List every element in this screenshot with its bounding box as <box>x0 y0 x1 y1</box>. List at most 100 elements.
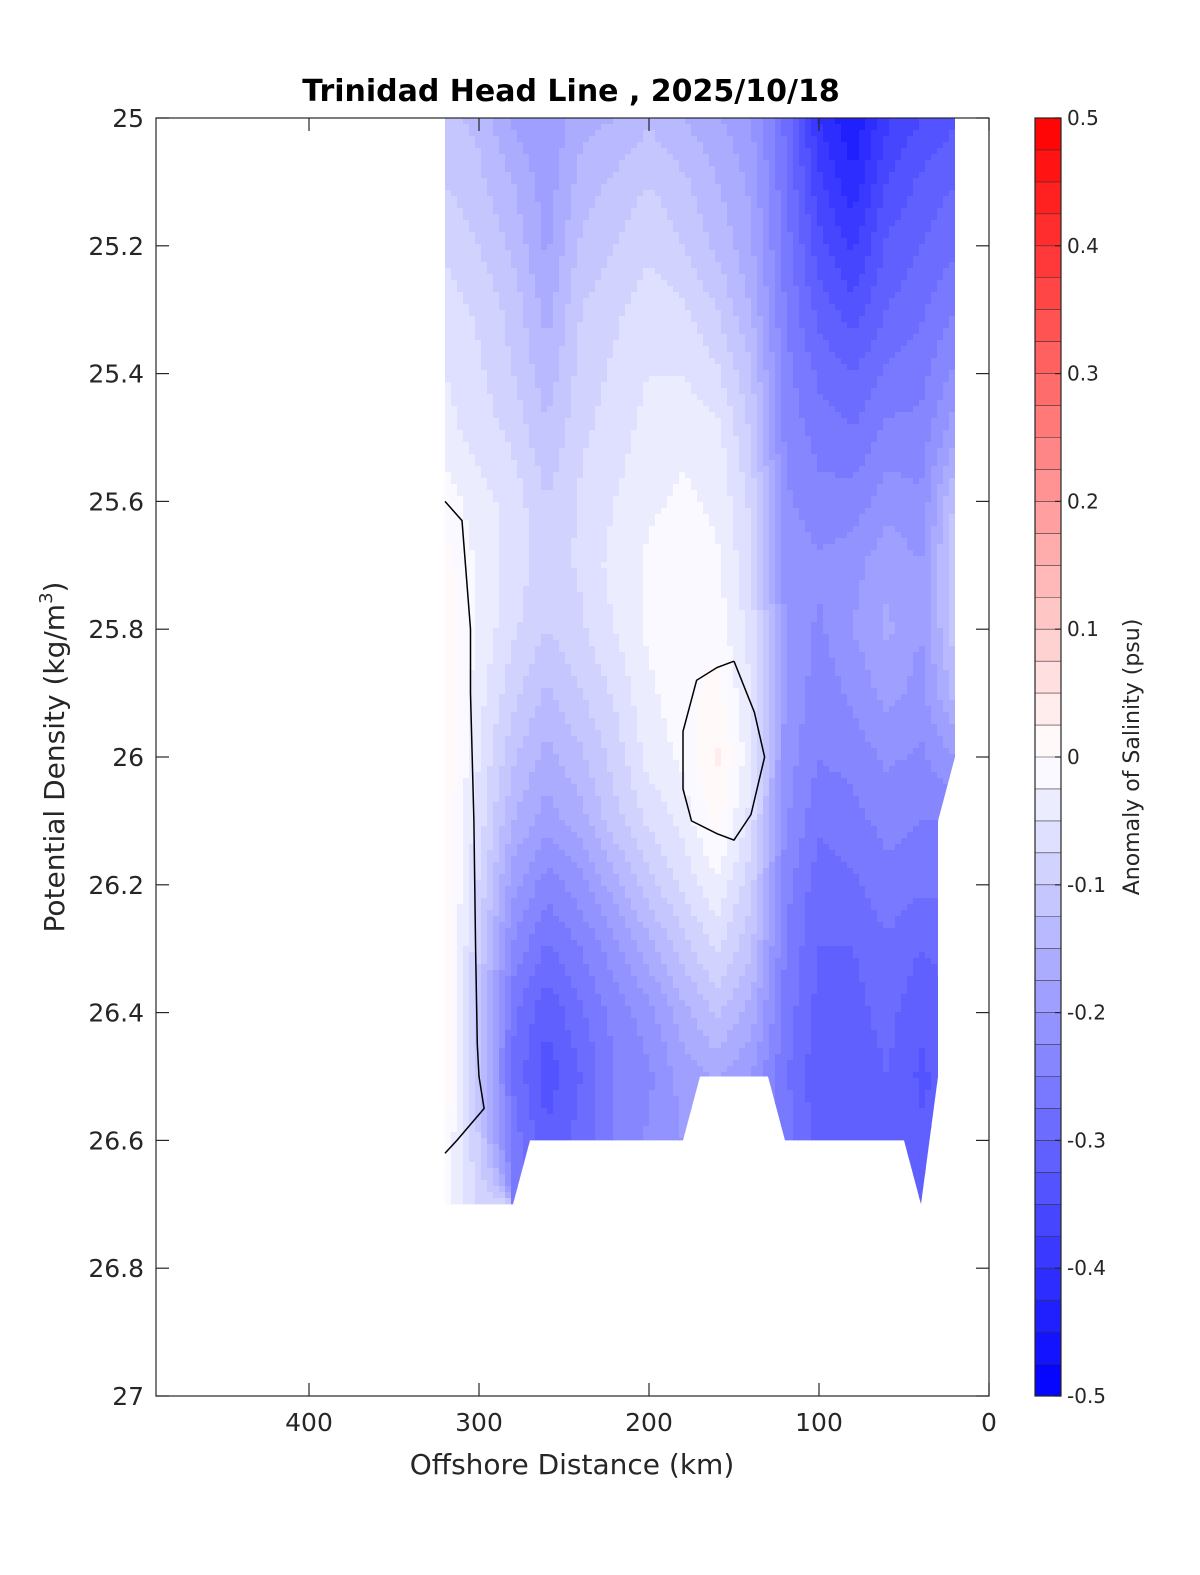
heatmap-cell <box>919 376 926 383</box>
heatmap-cell <box>529 208 536 215</box>
heatmap-cell <box>685 340 692 347</box>
heatmap-cell <box>517 196 524 203</box>
heatmap-cell <box>499 178 506 185</box>
heatmap-cell <box>655 274 662 281</box>
heatmap-cell <box>517 424 524 431</box>
heatmap-cell <box>865 448 872 455</box>
heatmap-cell <box>919 454 926 461</box>
heatmap-cell <box>865 364 872 371</box>
heatmap-cell <box>559 430 566 437</box>
heatmap-cell <box>583 418 590 425</box>
heatmap-cell <box>877 310 884 317</box>
heatmap-cell <box>571 184 578 191</box>
heatmap-cell <box>583 148 590 155</box>
heatmap-cell <box>775 382 782 389</box>
heatmap-cell <box>769 334 776 341</box>
heatmap-cell <box>901 352 908 359</box>
heatmap-cell <box>475 250 482 257</box>
heatmap-cell <box>751 382 758 389</box>
heatmap-cell <box>529 160 536 167</box>
heatmap-cell <box>535 352 542 359</box>
heatmap-cell <box>583 274 590 281</box>
heatmap-cell <box>535 364 542 371</box>
heatmap-cell <box>481 418 488 425</box>
heatmap-cell <box>769 328 776 335</box>
heatmap-cell <box>787 244 794 251</box>
heatmap-cell <box>733 190 740 197</box>
heatmap-cell <box>805 334 812 341</box>
heatmap-cell <box>529 238 536 245</box>
heatmap-cell <box>727 430 734 437</box>
heatmap-cell <box>679 196 686 203</box>
heatmap-cell <box>841 412 848 419</box>
heatmap-cell <box>739 178 746 185</box>
heatmap-cell <box>691 412 698 419</box>
heatmap-cell <box>457 274 464 281</box>
heatmap-cell <box>589 274 596 281</box>
heatmap-cell <box>745 274 752 281</box>
heatmap-cell <box>793 442 800 449</box>
heatmap-cell <box>877 184 884 191</box>
heatmap-cell <box>787 130 794 137</box>
heatmap-cell <box>673 274 680 281</box>
heatmap-cell <box>547 178 554 185</box>
heatmap-cell <box>463 358 470 365</box>
heatmap-cell <box>589 214 596 221</box>
heatmap-cell <box>793 310 800 317</box>
heatmap-cell <box>463 124 470 131</box>
heatmap-cell <box>901 208 908 215</box>
heatmap-cell <box>805 406 812 413</box>
heatmap-cell <box>853 130 860 137</box>
heatmap-cell <box>709 256 716 263</box>
heatmap-cell <box>445 352 452 359</box>
heatmap-cell <box>535 388 542 395</box>
heatmap-cell <box>685 166 692 173</box>
heatmap-cell <box>451 400 458 407</box>
heatmap-cell <box>709 352 716 359</box>
heatmap-cell <box>481 286 488 293</box>
heatmap-cell <box>535 334 542 341</box>
heatmap-cell <box>823 304 830 311</box>
heatmap-cell <box>907 214 914 221</box>
heatmap-cell <box>625 280 632 287</box>
heatmap-cell <box>937 214 944 221</box>
heatmap-cell <box>733 238 740 245</box>
heatmap-cell <box>487 124 494 131</box>
heatmap-cell <box>463 274 470 281</box>
heatmap-cell <box>601 340 608 347</box>
heatmap-cell <box>913 406 920 413</box>
heatmap-cell <box>445 370 452 377</box>
heatmap-cell <box>805 208 812 215</box>
heatmap-cell <box>877 202 884 209</box>
heatmap-cell <box>565 280 572 287</box>
heatmap-cell <box>511 202 518 209</box>
heatmap-cell <box>475 214 482 221</box>
heatmap-cell <box>889 340 896 347</box>
heatmap-cell <box>565 376 572 383</box>
heatmap-cell <box>841 376 848 383</box>
heatmap-cell <box>781 412 788 419</box>
heatmap-cell <box>913 442 920 449</box>
heatmap-cell <box>943 298 950 305</box>
heatmap-cell <box>865 238 872 245</box>
heatmap-cell <box>565 436 572 443</box>
heatmap-cell <box>925 418 932 425</box>
heatmap-cell <box>727 418 734 425</box>
heatmap-cell <box>571 262 578 269</box>
heatmap-cell <box>859 214 866 221</box>
heatmap-cell <box>523 154 530 161</box>
heatmap-cell <box>949 256 955 263</box>
heatmap-cell <box>913 418 920 425</box>
heatmap-cell <box>643 460 650 467</box>
heatmap-cell <box>589 358 596 365</box>
heatmap-cell <box>799 268 806 275</box>
heatmap-cell <box>889 334 896 341</box>
heatmap-cell <box>943 424 950 431</box>
heatmap-cell <box>751 190 758 197</box>
heatmap-cell <box>463 190 470 197</box>
heatmap-cell <box>463 316 470 323</box>
heatmap-cell <box>817 328 824 335</box>
heatmap-cell <box>949 382 955 389</box>
heatmap-cell <box>493 448 500 455</box>
heatmap-cell <box>835 388 842 395</box>
